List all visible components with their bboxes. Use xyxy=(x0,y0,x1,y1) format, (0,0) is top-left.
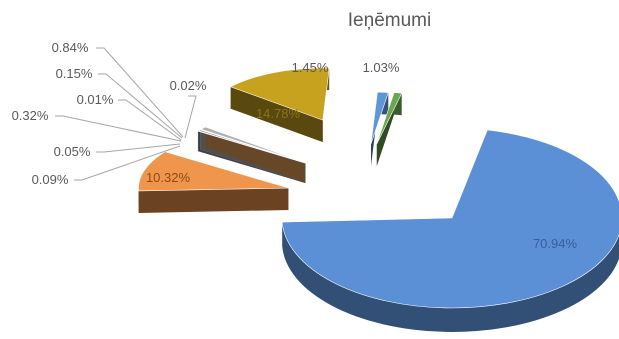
pie-slice-8 xyxy=(204,126,306,163)
slice-wall-9 xyxy=(230,86,323,143)
pie-slice-1 xyxy=(138,151,289,192)
chart-title: Ieņēmumi xyxy=(347,10,432,31)
leader-line-7 xyxy=(96,47,184,138)
data-label-0: 70.94% xyxy=(533,236,578,251)
pie-slice-11 xyxy=(376,92,403,145)
leader-line-4 xyxy=(55,115,182,142)
data-label-9: 14.78% xyxy=(256,106,301,121)
leader-line-3 xyxy=(96,143,181,153)
data-label-10: 1.45% xyxy=(292,60,329,75)
pie-slice-10 xyxy=(370,91,389,145)
data-label-2: 0.09% xyxy=(32,172,69,187)
data-label-6: 0.15% xyxy=(56,66,93,81)
data-label-4: 0.32% xyxy=(12,108,49,123)
data-label-5: 0.01% xyxy=(77,92,114,107)
leader-line-2 xyxy=(74,145,181,181)
pie-slice-9 xyxy=(229,67,330,121)
data-label-11: 1.03% xyxy=(363,60,400,75)
leader-line-5 xyxy=(118,99,182,141)
pie-slice-0 xyxy=(281,129,619,309)
data-label-1: 10.32% xyxy=(146,170,191,185)
leader-line-6 xyxy=(98,73,183,139)
leader-line-8 xyxy=(184,95,197,139)
data-label-8: 0.02% xyxy=(170,78,207,93)
data-label-7: 0.84% xyxy=(52,40,89,55)
data-label-3: 0.05% xyxy=(54,144,91,159)
slice-wall-1 xyxy=(138,188,289,213)
